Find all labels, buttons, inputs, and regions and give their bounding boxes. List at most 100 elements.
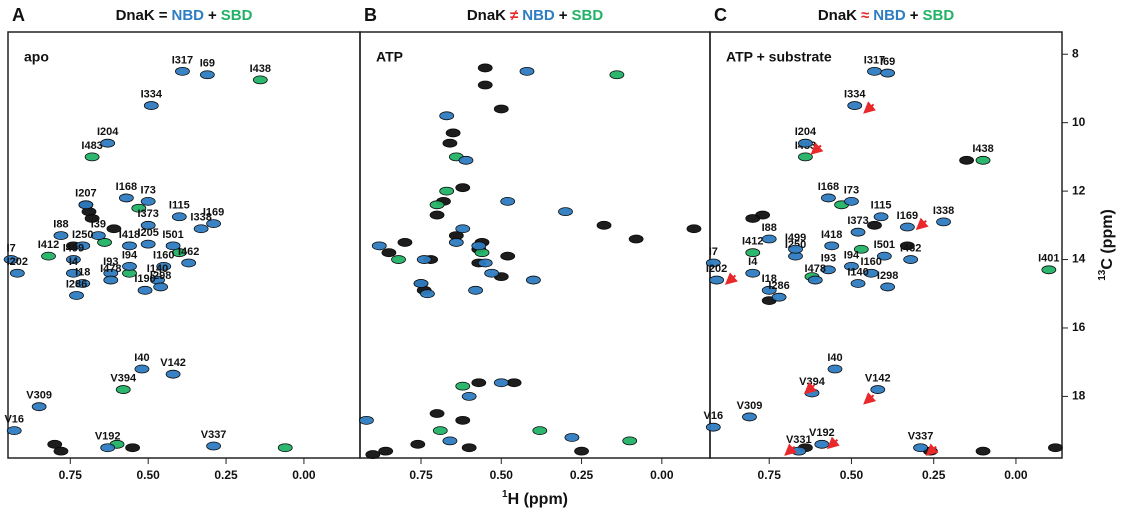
x-tick-label: 0.75 — [59, 468, 83, 482]
peak-label: I69 — [200, 58, 215, 70]
peak-label: I94 — [844, 249, 860, 261]
peak — [558, 207, 573, 217]
peak — [397, 238, 413, 247]
peak — [827, 364, 843, 374]
peak — [807, 275, 823, 285]
peak-label: I115 — [871, 200, 892, 212]
peak — [873, 212, 889, 222]
peak-label: V142 — [160, 357, 186, 369]
peak — [622, 436, 638, 446]
peak-label: I169 — [897, 210, 918, 222]
peak — [420, 289, 435, 299]
title-part: SBD — [221, 7, 253, 24]
peak — [455, 381, 471, 391]
panel-frame — [709, 31, 1063, 459]
peak — [122, 261, 137, 271]
peak — [432, 426, 448, 436]
panel-letter: C — [714, 5, 727, 25]
peak — [913, 443, 928, 453]
peak — [628, 234, 644, 244]
y-axis-label: 13C (ppm) — [1097, 209, 1117, 281]
peak-label: I88 — [53, 218, 68, 230]
x-tick-label: 0.00 — [650, 468, 674, 482]
peak-label: I40 — [827, 352, 842, 364]
peak-label: I478 — [100, 263, 121, 275]
x-axis-label: 1H (ppm) — [502, 489, 568, 509]
title-part: NBD — [172, 7, 205, 24]
title-part: NBD — [873, 7, 906, 24]
peak — [47, 439, 63, 449]
peak-label: I250 — [72, 229, 93, 241]
peak — [821, 265, 836, 275]
peak — [100, 443, 116, 453]
peak-label: I438 — [972, 143, 993, 155]
peak — [596, 220, 612, 230]
peak-label: I412 — [742, 236, 763, 248]
y-axis-label-sup: 13 — [1097, 269, 1108, 281]
peak — [458, 155, 474, 165]
title-part: ≈ — [861, 7, 869, 24]
y-tick-label: 10 — [1072, 115, 1086, 129]
shift-arrow — [784, 443, 798, 456]
peak — [206, 441, 221, 451]
peak — [500, 251, 516, 261]
peak — [798, 152, 813, 162]
peak — [788, 244, 803, 254]
peak — [165, 369, 181, 379]
peak — [564, 433, 580, 442]
peak — [519, 66, 535, 76]
peak — [365, 450, 381, 459]
peak — [899, 241, 915, 251]
x-tick-label: 0.50 — [840, 468, 864, 482]
shift-arrow — [863, 101, 877, 114]
peak — [391, 255, 406, 264]
peak — [90, 231, 106, 240]
peak — [814, 439, 830, 449]
title-part: NBD — [522, 7, 555, 24]
peak-label: I94 — [122, 249, 138, 261]
peak — [500, 196, 516, 206]
peak — [106, 224, 122, 234]
title-part: DnaK — [467, 7, 506, 24]
peak-label: I18 — [762, 273, 777, 285]
peak-label: I501 — [162, 229, 183, 241]
shift-arrow — [925, 443, 939, 456]
peak — [6, 426, 22, 436]
peak — [745, 214, 761, 223]
peak — [41, 251, 56, 261]
peak — [277, 443, 293, 453]
peak — [493, 104, 509, 114]
condition-label: apo — [24, 49, 49, 65]
peak — [171, 248, 187, 258]
peak — [903, 255, 919, 264]
peak-label: I412 — [38, 239, 59, 251]
peak-label: I73 — [844, 184, 859, 196]
peak — [709, 275, 724, 285]
peak — [66, 255, 81, 264]
peak — [975, 446, 991, 456]
peak — [609, 70, 625, 80]
x-tick-label: 0.75 — [758, 468, 782, 482]
y-axis-label-text: C (ppm) — [1099, 209, 1116, 269]
peak — [506, 378, 522, 388]
peak — [863, 268, 879, 278]
peak-label: V142 — [865, 372, 891, 384]
peak — [439, 186, 455, 196]
peak — [455, 415, 471, 425]
peak — [206, 219, 221, 229]
title-part: = — [159, 7, 168, 24]
x-tick-label: 0.25 — [214, 468, 238, 482]
peak — [975, 155, 991, 165]
peak-label: I202 — [7, 256, 28, 268]
peak-label: V337 — [201, 429, 227, 441]
x-tick-label: 0.25 — [570, 468, 594, 482]
peak-label: I168 — [116, 181, 137, 193]
peak-label: I438 — [250, 63, 271, 75]
peak-label: I7 — [7, 242, 16, 254]
peak — [461, 443, 477, 453]
shift-arrow — [826, 436, 840, 450]
peak — [445, 128, 461, 138]
peak — [140, 220, 156, 230]
peak-label: I93 — [821, 253, 836, 265]
